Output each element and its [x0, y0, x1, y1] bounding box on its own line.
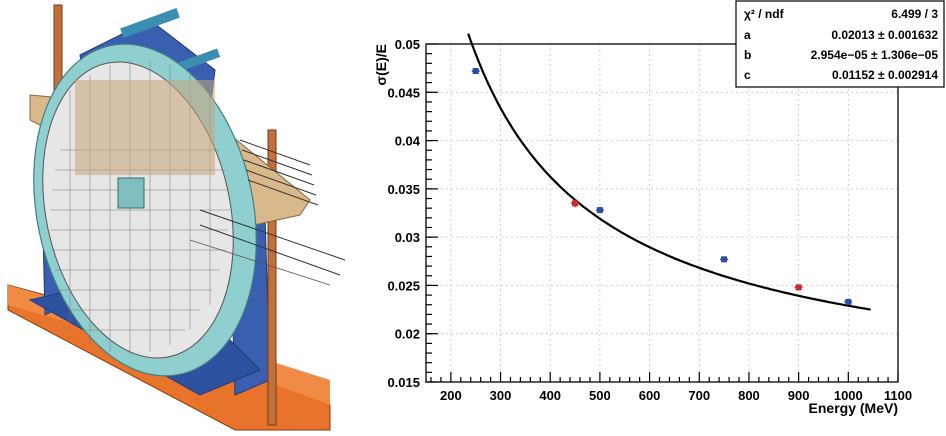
plot-frame [425, 43, 899, 383]
fit-curve [467, 33, 871, 311]
stats-box-frame [735, 0, 945, 88]
x-tick-label: 300 [490, 388, 512, 403]
y-tick-label: 0.02 [395, 327, 420, 342]
axis-ticks: 200 300 400 500 600 700 800 900 1000 1100 0.015 0.0… [387, 37, 912, 403]
rod-right [267, 129, 277, 426]
detector-3d-render [7, 4, 346, 431]
cable-2 [199, 224, 341, 276]
stats-value-b: 2.954e−05 ± 1.306e−05 [811, 48, 939, 62]
x-tick-label: 700 [688, 388, 710, 403]
y-tick-label: 0.025 [387, 278, 420, 293]
data-point [795, 284, 802, 291]
y-tick-label: 0.035 [387, 182, 420, 197]
x-axis-label: Energy (MeV) [809, 400, 898, 416]
data-point [845, 298, 852, 305]
x-tick-label: 1100 [884, 388, 912, 403]
data-points [471, 68, 853, 305]
resolution-chart: 200 300 400 500 600 700 800 900 1000 1100 0.015 0.0… [373, 0, 945, 416]
y-tick-label: 0.015 [387, 375, 420, 390]
x-tick-label: 1000 [834, 388, 863, 403]
cable-3 [189, 239, 331, 286]
x-tick-label: 400 [539, 388, 561, 403]
x-tick-label: 600 [639, 388, 661, 403]
data-point [721, 256, 728, 263]
y-axis-label: σ(E)/E [373, 44, 389, 85]
y-tick-label: 0.05 [395, 37, 420, 52]
stats-label-c: c [744, 68, 751, 82]
stats-label-chi2: χ² / ndf [744, 7, 785, 21]
central-module [117, 177, 145, 209]
stats-label-b: b [744, 48, 751, 62]
stats-value-c: 0.01152 ± 0.002914 [832, 68, 938, 82]
y-tick-label: 0.03 [395, 230, 420, 245]
back-fins [239, 139, 319, 206]
stats-box: χ² / ndf 6.499 / 3 a 0.02013 ± 0.001632 … [735, 0, 945, 88]
grid [426, 43, 899, 383]
x-tick-label: 200 [440, 388, 462, 403]
data-point [596, 207, 603, 214]
stats-label-a: a [744, 28, 751, 42]
crystal-upper-shade [75, 80, 215, 175]
pipe-mid [174, 48, 221, 73]
cable-1 [199, 209, 346, 261]
x-tick-label: 800 [738, 388, 760, 403]
stats-value-chi2: 6.499 / 3 [891, 7, 938, 21]
pipe-top [120, 8, 180, 38]
x-tick-label: 500 [589, 388, 611, 403]
data-point [572, 200, 579, 207]
x-tick-label: 900 [788, 388, 810, 403]
y-tick-label: 0.04 [395, 134, 421, 149]
y-tick-label: 0.045 [387, 85, 420, 100]
data-point [472, 68, 479, 75]
stats-value-a: 0.02013 ± 0.001632 [831, 28, 938, 42]
